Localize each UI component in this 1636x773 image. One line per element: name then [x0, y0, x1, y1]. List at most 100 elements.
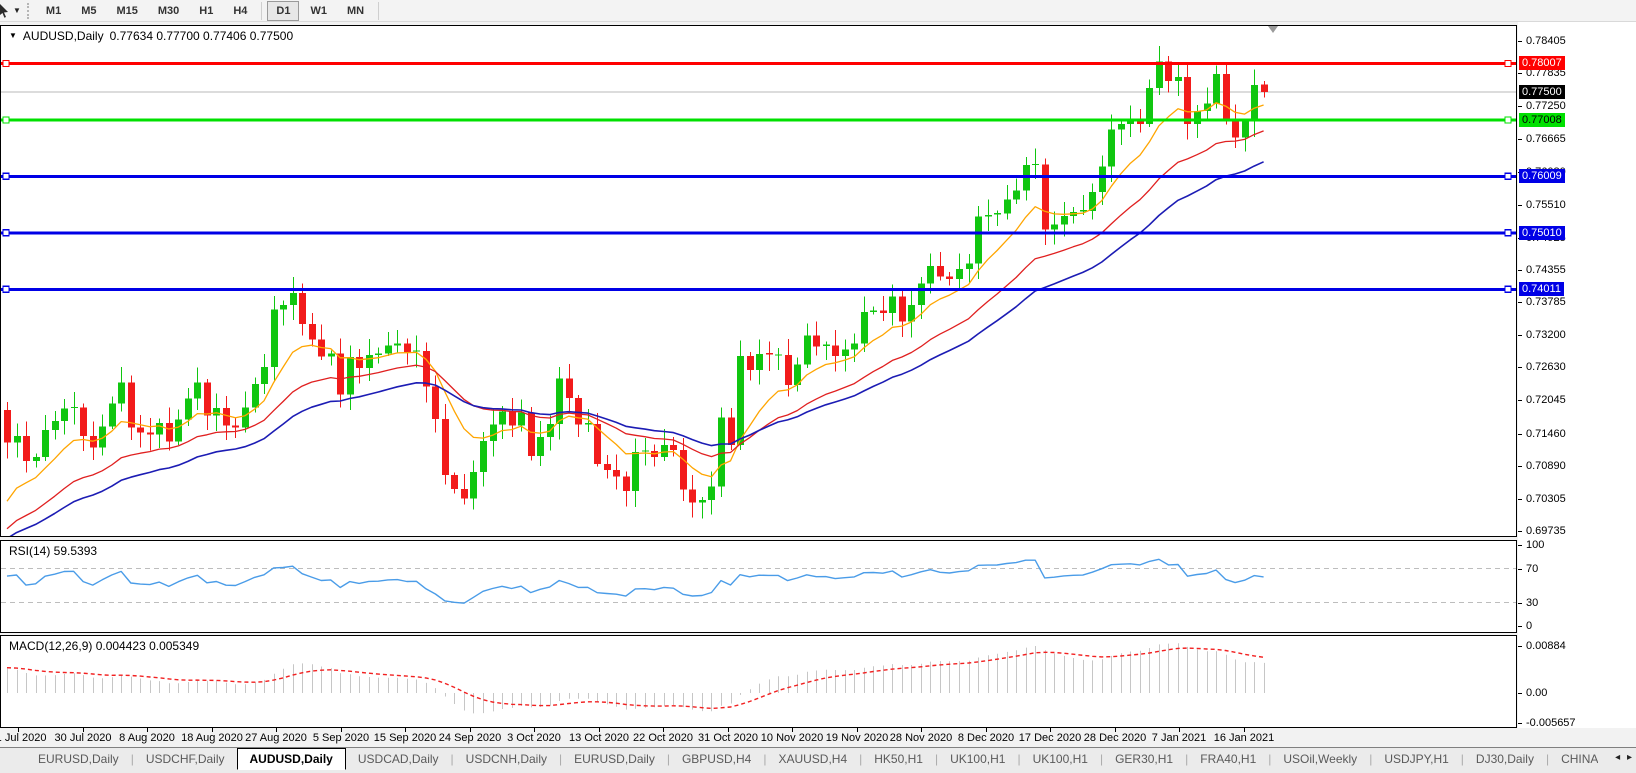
date-tick [792, 728, 793, 732]
chart-tab-dj30-daily[interactable]: DJ30,Daily [1475, 752, 1534, 766]
chart-tab-xauusd-h4[interactable]: XAUUSD,H4 [778, 752, 848, 766]
timeframe-button-m1[interactable]: M1 [45, 4, 62, 17]
tab-scroll-left-icon[interactable]: ◂ [1615, 752, 1623, 763]
macd-axis-label: 0.00884 [1526, 640, 1566, 652]
macd-tick [1518, 646, 1522, 647]
price-tick-label: 0.71460 [1526, 428, 1566, 440]
price-tick [1518, 335, 1522, 336]
hline-price-label[interactable]: 0.74011 [1519, 282, 1564, 296]
chart-title: ▼ AUDUSD,Daily 0.77634 0.77700 0.77406 0… [9, 29, 293, 43]
chart-tab-china300-h1[interactable]: CHINA300,H1 [1561, 752, 1598, 766]
chart-tab-audusd-daily[interactable]: AUDUSD,Daily [236, 748, 346, 770]
chart-tab-gbpusd-h4[interactable]: GBPUSD,H4 [681, 752, 752, 766]
chart-tab-bar: EURUSD,Daily | USDCHF,Daily AUDUSD,Daily USD… [0, 747, 1636, 773]
macd-axis-label: -0.005657 [1526, 717, 1576, 729]
tab-separator: | [130, 752, 134, 766]
date-label: 22 Oct 2020 [633, 732, 693, 744]
date-tick [276, 728, 277, 732]
date-tick [405, 728, 406, 732]
macd-plot[interactable] [1, 636, 1516, 727]
price-tick [1518, 270, 1522, 271]
price-tick [1518, 302, 1522, 303]
timeframe-button-m5[interactable]: M5 [81, 4, 97, 17]
timeframe-button-m15[interactable]: M15 [116, 4, 138, 17]
rsi-panel[interactable]: RSI(14) 59.5393 [0, 540, 1517, 633]
date-label: 18 Aug 2020 [181, 732, 243, 744]
date-label: 19 Nov 2020 [825, 732, 889, 744]
rsi-plot[interactable] [1, 541, 1516, 632]
chart-tab-ger30-h1[interactable]: GER30,H1 [1115, 752, 1174, 766]
hline-price-label[interactable]: 0.78007 [1519, 56, 1565, 70]
date-tick [728, 728, 729, 732]
chart-tab-uk100-h1[interactable]: UK100,H1 [950, 752, 1006, 766]
tab-scroll-arrows: ◂ ▸ [1615, 752, 1634, 763]
price-tick [1518, 499, 1522, 500]
timeframe-button-d1[interactable]: D1 [267, 0, 300, 21]
ma-mid-line [6, 130, 1264, 530]
timeframe-button-mn[interactable]: MN [346, 4, 365, 17]
date-label: 31 Oct 2020 [698, 732, 758, 744]
chart-ohlc-values: 0.77634 0.77700 0.77406 0.77500 [109, 29, 294, 43]
collapse-caret-icon[interactable]: ▼ [9, 30, 17, 40]
hline-price-label[interactable]: 0.76009 [1519, 169, 1565, 183]
date-tick [341, 728, 342, 732]
date-tick [212, 728, 213, 732]
chart-tab-usoil-weekly[interactable]: USOil,Weekly [1283, 752, 1358, 766]
chart-tab-usdchf-daily[interactable]: USDCHF,Daily [145, 752, 225, 766]
timeframe-button-w1[interactable]: W1 [310, 4, 327, 17]
rsi-tick [1518, 603, 1522, 604]
date-tick [1244, 728, 1245, 732]
chevron-down-icon[interactable]: ▼ [13, 6, 21, 15]
timeframe-button-h1[interactable]: H1 [199, 4, 214, 17]
cursor-arrow-icon[interactable] [0, 3, 11, 19]
rsi-tick [1518, 545, 1522, 546]
tab-separator: | [1017, 752, 1021, 766]
hline-price-label[interactable]: 0.75010 [1519, 226, 1565, 240]
chart-tab-hk50-h1[interactable]: HK50,H1 [874, 752, 923, 766]
date-label: 21 Jul 2020 [0, 732, 47, 744]
chart-tab-usdcnh-daily[interactable]: USDCNH,Daily [465, 752, 548, 766]
macd-tick [1518, 693, 1522, 694]
tab-separator: | [1185, 752, 1189, 766]
chart-tab-uk100-h1[interactable]: UK100,H1 [1032, 752, 1088, 766]
date-tick [857, 728, 858, 732]
chart-tab-usdjpy-h1[interactable]: USDJPY,H1 [1384, 752, 1449, 766]
chart-tab-eurusd-daily[interactable]: EURUSD,Daily [574, 752, 655, 766]
price-tick [1518, 139, 1522, 140]
timeframe-button-m30[interactable]: M30 [157, 4, 180, 17]
candlestick-plot[interactable] [1, 26, 1516, 536]
date-label: 28 Dec 2020 [1083, 732, 1147, 744]
timeframe-buttons: M1 M5 M15 M30 H1 H4 D1 W1 MN [36, 0, 383, 21]
tab-separator: | [559, 752, 563, 766]
price-tick [1518, 367, 1522, 368]
tab-separator: | [1369, 752, 1373, 766]
price-tick-label: 0.73200 [1526, 329, 1566, 341]
chart-shift-marker-icon[interactable] [1268, 26, 1278, 33]
chart-tab-fra40-h1[interactable]: FRA40,H1 [1200, 752, 1257, 766]
rsi-axis-label: 70 [1526, 563, 1539, 575]
date-tick [663, 728, 664, 732]
date-label: 8 Aug 2020 [119, 732, 175, 744]
main-chart-panel[interactable]: ▼ AUDUSD,Daily 0.77634 0.77700 0.77406 0… [0, 25, 1517, 537]
toolbar-separator [261, 1, 263, 20]
date-tick [986, 728, 987, 732]
price-tick [1518, 41, 1522, 42]
price-tick-label: 0.76665 [1526, 133, 1566, 145]
date-label: 3 Oct 2020 [507, 732, 561, 744]
date-label: 16 Jan 2021 [1213, 732, 1275, 744]
date-tick [921, 728, 922, 732]
tab-separator: | [1545, 752, 1550, 766]
chart-tab-eurusd-daily[interactable]: EURUSD,Daily [38, 752, 119, 766]
current-price-label: 0.77500 [1519, 85, 1565, 99]
tab-separator: | [859, 752, 863, 766]
tab-scroll-right-icon[interactable]: ▸ [1626, 752, 1634, 763]
price-tick [1518, 400, 1522, 401]
hline-price-label[interactable]: 0.77008 [1519, 113, 1565, 127]
macd-panel[interactable]: MACD(12,26,9) 0.004423 0.005349 [0, 635, 1517, 728]
timeframe-button-h4[interactable]: H4 [233, 4, 248, 17]
price-tick-label: 0.78405 [1526, 35, 1566, 47]
tab-separator: | [763, 752, 767, 766]
price-axis[interactable]: 0.784050.778350.772500.766650.760800.755… [1518, 22, 1636, 729]
date-axis[interactable]: 21 Jul 2020 30 Jul 2020 8 Aug 2020 18 Aug 2… [0, 728, 1636, 747]
chart-tab-usdcad-daily[interactable]: USDCAD,Daily [357, 752, 439, 766]
